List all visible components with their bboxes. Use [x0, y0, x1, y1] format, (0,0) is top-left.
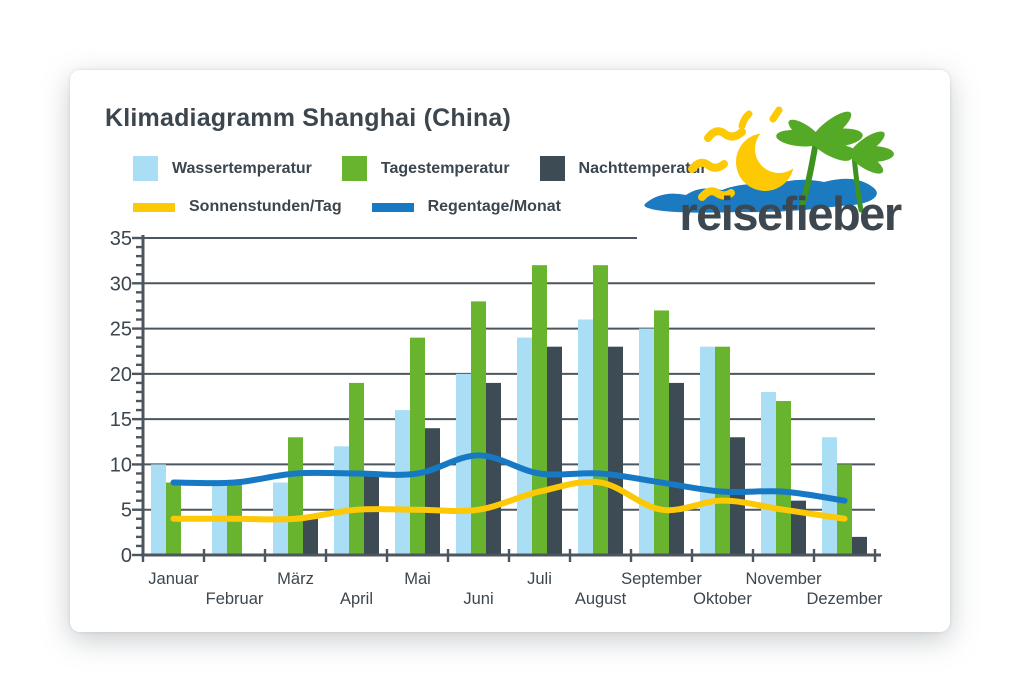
- y-axis-labels: 0 5 10 15 20 25 30 35: [110, 228, 132, 567]
- line-Regentage/Monat: [170, 452, 848, 504]
- bars: [151, 265, 867, 555]
- svg-text:Juli: Juli: [527, 570, 552, 588]
- legend-label: Nachttemperatur: [578, 159, 707, 177]
- grid-lines: [143, 237, 875, 511]
- svg-text:Mai: Mai: [404, 570, 431, 588]
- rain-days-swatch: [371, 202, 414, 212]
- legend-item-night-temperature: Nachttemperatur: [539, 156, 707, 181]
- sun-hours-swatch: [133, 202, 175, 212]
- svg-text:35: 35: [110, 228, 132, 250]
- svg-text:August: August: [575, 590, 627, 608]
- reisefieber-logo: reisefieber: [644, 106, 903, 240]
- svg-text:30: 30: [110, 273, 132, 295]
- svg-text:Februar: Februar: [206, 590, 264, 608]
- svg-text:Oktober: Oktober: [693, 590, 752, 608]
- page-title: Klimadiagramm Shanghai (China): [105, 104, 512, 132]
- svg-text:September: September: [621, 570, 702, 588]
- svg-text:5: 5: [121, 500, 132, 522]
- day-temperature-swatch: [341, 156, 367, 181]
- climate-card: Klimadiagramm Shanghai (China) Wassertem…: [70, 70, 950, 632]
- legend-label: Wassertemperatur: [172, 159, 312, 177]
- legend-bars: Wassertemperatur Tagestemperatur Nachtte…: [133, 156, 737, 181]
- legend-item-day-temperature: Tagestemperatur: [341, 156, 510, 181]
- axes: [132, 235, 881, 562]
- legend-label: Sonnenstunden/Tag: [189, 198, 342, 215]
- legend-label: Tagestemperatur: [380, 159, 510, 177]
- svg-text:15: 15: [110, 409, 132, 431]
- svg-text:25: 25: [110, 319, 132, 341]
- svg-text:20: 20: [110, 364, 132, 386]
- legend-item-rain-days: Regentage/Monat: [371, 198, 561, 216]
- logo-palms-icon: [776, 111, 894, 213]
- logo-wordmark: reisefieber: [679, 187, 901, 240]
- svg-text:Dezember: Dezember: [806, 590, 883, 608]
- svg-text:0: 0: [121, 545, 132, 567]
- water-temperature-swatch: [133, 156, 158, 181]
- legend-label: Regentage/Monat: [427, 198, 561, 215]
- svg-text:10: 10: [110, 454, 132, 476]
- line-Sonnenstunden/Tag: [170, 478, 848, 523]
- svg-text:April: April: [340, 590, 373, 608]
- logo-water-icon: [644, 178, 877, 213]
- svg-text:März: März: [277, 570, 314, 588]
- bars-Tagestemperatur: [166, 265, 852, 555]
- overlay-lines: [170, 452, 848, 523]
- legend-item-sun-hours: Sonnenstunden/Tag: [133, 198, 342, 216]
- svg-text:November: November: [745, 570, 822, 588]
- night-temperature-swatch: [539, 156, 565, 181]
- climate-chart: 05101520253035JanuarFebruarMärzAprilMaiJ…: [110, 228, 883, 608]
- svg-text:Juni: Juni: [463, 590, 493, 608]
- svg-text:Januar: Januar: [148, 570, 199, 588]
- x-axis-labels: Januar Februar März April Mai Juni Juli August S…: [148, 570, 883, 608]
- legend-lines: Sonnenstunden/Tag Regentage/Monat: [133, 198, 591, 216]
- legend-item-water-temperature: Wassertemperatur: [133, 156, 312, 181]
